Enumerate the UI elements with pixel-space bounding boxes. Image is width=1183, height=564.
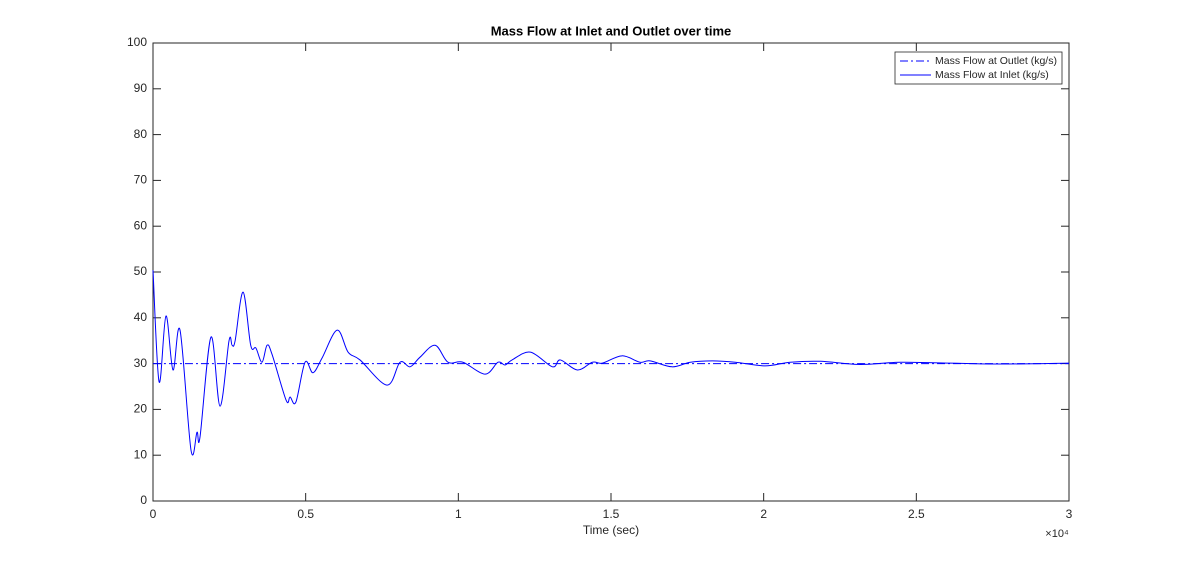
y-tick-label: 100 [127,35,147,49]
y-tick-label: 10 [134,447,148,461]
legend-box [894,51,1063,85]
x-multiplier: ×10⁴ [1045,528,1069,540]
y-tick-label: 90 [134,81,148,95]
y-tick-label: 60 [134,218,148,232]
y-tick-label: 40 [134,310,148,324]
data-line [152,270,1070,456]
y-tick-label: 70 [134,173,148,187]
x-tick-label: 0.5 [297,507,314,521]
x-tick-label: 0 [150,507,157,521]
y-tick-label: 30 [134,356,148,370]
chart-title: Mass Flow at Inlet and Outlet over time [491,23,732,38]
y-tick-label: 20 [134,402,148,416]
x-axis-label: Time (sec) [583,523,639,537]
legend-label: Mass Flow at Inlet (kg/s) [935,69,1049,81]
x-tick-label: 2 [760,507,767,521]
x-tick-label: 2.5 [908,507,925,521]
x-tick-label: 1.5 [603,507,620,521]
y-tick-label: 50 [134,264,148,278]
legend-label: Mass Flow at Outlet (kg/s) [935,55,1057,67]
y-tick-label: 80 [134,127,148,141]
x-tick-label: 1 [455,507,462,521]
x-tick-label: 3 [1066,507,1073,521]
y-tick-label: 0 [140,493,147,507]
